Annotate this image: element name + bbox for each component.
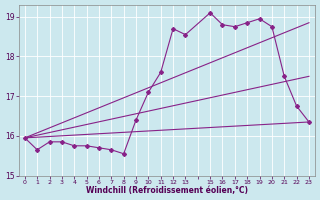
X-axis label: Windchill (Refroidissement éolien,°C): Windchill (Refroidissement éolien,°C) [86,186,248,195]
